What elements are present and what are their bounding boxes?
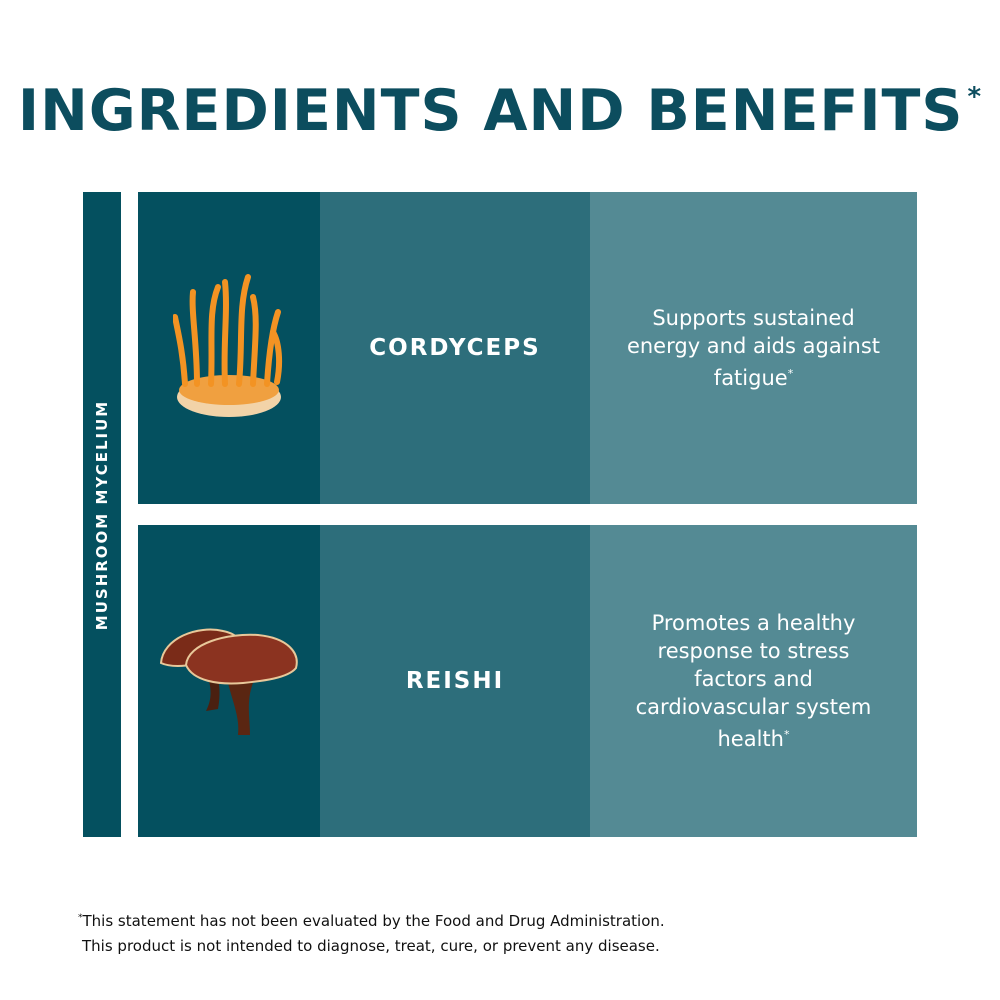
- side-label: MUSHROOM MYCELIUM: [93, 399, 111, 630]
- disclaimer-asterisk: *: [78, 913, 83, 923]
- disclaimer-text-1: This statement has not been evaluated by…: [82, 912, 665, 930]
- image-cell: [138, 192, 320, 504]
- ingredient-name: REISHI: [405, 668, 505, 694]
- ingredient-name: CORDYCEPS: [369, 335, 541, 361]
- title-text: INGREDIENTS AND BENEFITS: [17, 78, 964, 144]
- ingredient-name-cell: CORDYCEPS: [320, 192, 590, 504]
- benefit-text: Promotes a healthy response to stress fa…: [620, 609, 887, 753]
- image-cell: [138, 525, 320, 837]
- side-label-bar: MUSHROOM MYCELIUM: [83, 192, 121, 837]
- benefit-cell: Promotes a healthy response to stress fa…: [590, 525, 917, 837]
- disclaimer: *This statement has not been evaluated b…: [78, 906, 665, 959]
- title-asterisk: *: [967, 82, 983, 112]
- ingredient-row-cordyceps: CORDYCEPS Supports sustained energy and …: [138, 192, 917, 504]
- benefit-asterisk: *: [783, 728, 790, 741]
- benefit-description: Supports sustained energy and aids again…: [626, 306, 881, 390]
- ingredient-name-cell: REISHI: [320, 525, 590, 837]
- benefit-text: Supports sustained energy and aids again…: [620, 304, 887, 392]
- page-title: INGREDIENTS AND BENEFITS *: [0, 78, 1000, 144]
- ingredient-row-reishi: REISHI Promotes a healthy response to st…: [138, 525, 917, 837]
- disclaimer-text-2: This product is not intended to diagnose…: [82, 937, 660, 955]
- benefit-asterisk: *: [787, 367, 794, 380]
- benefit-cell: Supports sustained energy and aids again…: [590, 192, 917, 504]
- disclaimer-line-1: *This statement has not been evaluated b…: [78, 906, 665, 934]
- reishi-image: [159, 628, 298, 735]
- benefit-description: Promotes a healthy response to stress fa…: [635, 611, 872, 751]
- disclaimer-line-2: This product is not intended to diagnose…: [78, 934, 665, 959]
- cordyceps-image: [173, 274, 283, 417]
